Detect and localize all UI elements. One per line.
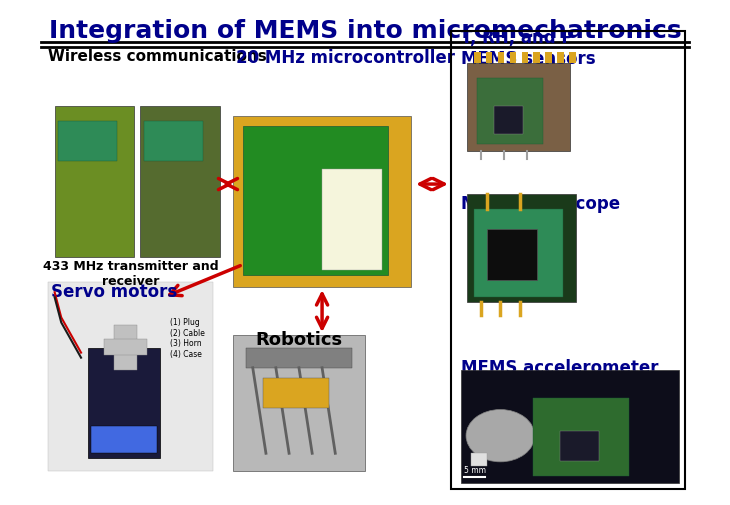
Bar xyxy=(58,122,118,162)
Text: (1) Plug
(2) Cable
(3) Horn
(4) Case: (1) Plug (2) Cable (3) Horn (4) Case xyxy=(170,318,205,358)
Bar xyxy=(521,53,528,64)
Bar xyxy=(474,53,480,64)
Bar xyxy=(140,107,220,258)
Bar xyxy=(477,79,543,144)
Bar xyxy=(471,453,487,466)
Bar xyxy=(461,371,679,483)
Text: MEMS gyroscope: MEMS gyroscope xyxy=(461,195,620,213)
Bar xyxy=(88,348,161,459)
Circle shape xyxy=(466,410,534,462)
Bar xyxy=(474,210,563,298)
Bar xyxy=(451,31,685,488)
Bar xyxy=(233,335,365,471)
Text: Servo motors: Servo motors xyxy=(51,283,177,300)
Bar xyxy=(233,117,411,288)
Text: Wireless communications: Wireless communications xyxy=(48,49,266,64)
Text: 5 mm: 5 mm xyxy=(464,465,485,474)
Bar xyxy=(48,283,213,471)
Text: MEMS accelerometer: MEMS accelerometer xyxy=(461,358,658,376)
Bar xyxy=(487,230,537,280)
Bar xyxy=(534,53,540,64)
Text: T, RH, and P
MEMS sensors: T, RH, and P MEMS sensors xyxy=(461,29,596,68)
Bar xyxy=(534,398,629,476)
Bar xyxy=(486,53,493,64)
Bar xyxy=(510,53,516,64)
Bar xyxy=(55,107,134,258)
Bar xyxy=(91,426,157,453)
Bar xyxy=(467,195,576,302)
Bar xyxy=(498,53,504,64)
Bar xyxy=(114,325,137,371)
Bar xyxy=(557,53,564,64)
Bar xyxy=(263,378,328,408)
Text: 20 MHz microcontroller: 20 MHz microcontroller xyxy=(237,49,456,67)
Bar xyxy=(322,170,382,270)
Bar xyxy=(144,122,203,162)
Text: 433 MHz transmitter and
receiver: 433 MHz transmitter and receiver xyxy=(43,259,218,287)
Bar xyxy=(243,127,388,275)
Bar xyxy=(569,53,576,64)
Bar xyxy=(104,339,147,356)
Text: Integration of MEMS into micromechatronics: Integration of MEMS into micromechatroni… xyxy=(49,19,681,43)
Bar xyxy=(493,107,523,134)
Bar xyxy=(545,53,552,64)
Bar xyxy=(560,431,599,461)
Text: Robotics: Robotics xyxy=(255,330,342,348)
Bar xyxy=(246,348,352,368)
Bar xyxy=(467,64,569,152)
